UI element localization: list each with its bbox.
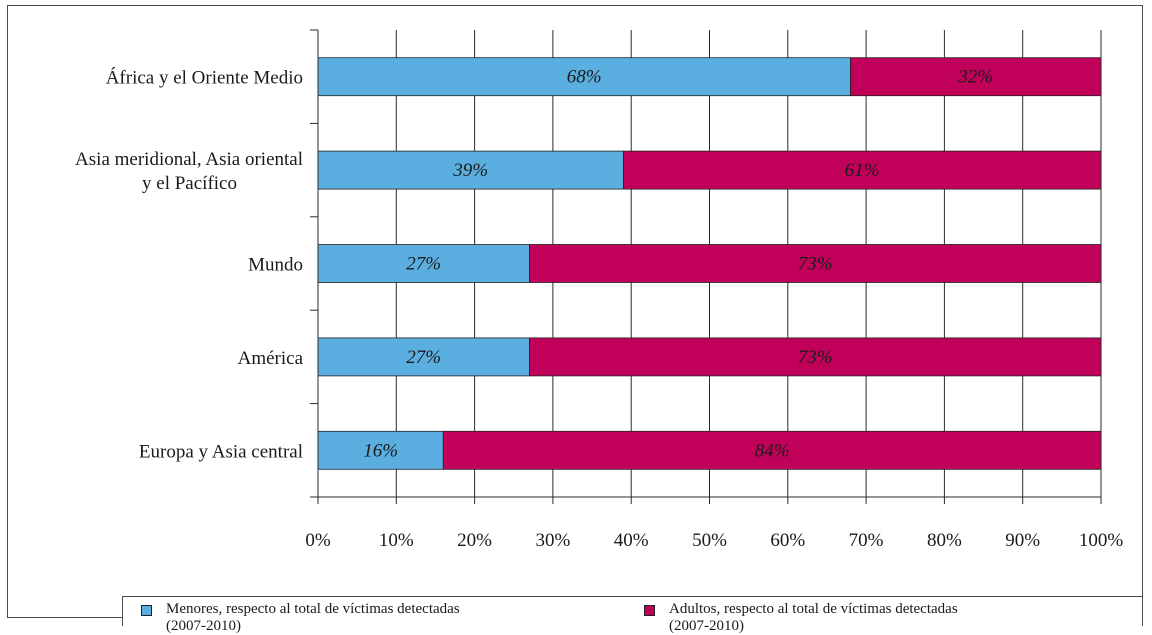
legend-item-adultos: Adultos, respecto al total de víctimas d… <box>644 601 958 635</box>
bar-menores <box>317 57 851 97</box>
data-label: 73% <box>798 347 833 368</box>
data-label: 61% <box>845 160 880 181</box>
category-label: África y el Oriente Medio <box>106 67 303 89</box>
category-label: Mundo <box>248 255 303 276</box>
x-tick-label: 10% <box>379 530 414 551</box>
x-tick-label: 80% <box>927 530 962 551</box>
legend-swatch-adultos <box>644 605 655 616</box>
x-tick-label: 90% <box>1005 530 1040 551</box>
data-label: 39% <box>452 160 488 181</box>
bar-menores <box>317 244 530 283</box>
bar-adultos <box>529 244 1102 283</box>
legend-label-menores: Menores, respecto al total de víctimas d… <box>166 601 460 617</box>
x-tick-label: 20% <box>457 530 492 551</box>
x-tick-label: 70% <box>849 530 884 551</box>
legend-label-adultos: Adultos, respecto al total de víctimas d… <box>669 601 958 617</box>
data-label: 27% <box>406 254 441 275</box>
category-label: Asia meridional, Asia oriental y el Pacíf… <box>75 149 303 194</box>
x-tick-label: 50% <box>692 530 727 551</box>
bar-menores <box>317 337 530 377</box>
data-label: 73% <box>798 254 833 275</box>
category-label: América <box>238 348 304 369</box>
bar-adultos <box>529 337 1102 377</box>
x-tick-label: 0% <box>305 530 331 551</box>
data-label: 16% <box>363 440 398 461</box>
category-label: Europa y Asia central <box>139 441 303 462</box>
data-label: 27% <box>406 347 441 368</box>
data-label: 68% <box>567 67 602 88</box>
bar-adultos <box>850 57 1102 97</box>
bar-adultos <box>622 150 1102 190</box>
legend: Menores, respecto al total de víctimas d… <box>122 596 1143 634</box>
data-label: 84% <box>755 440 790 461</box>
x-tick-label: 100% <box>1079 530 1124 551</box>
legend-period-menores: (2007-2010) <box>166 618 241 634</box>
legend-period-adultos: (2007-2010) <box>669 618 744 634</box>
x-tick-label: 60% <box>770 530 805 551</box>
x-tick-label: 30% <box>535 530 570 551</box>
legend-item-menores: Menores, respecto al total de víctimas d… <box>141 601 460 635</box>
data-label: 32% <box>957 67 993 88</box>
bar-adultos <box>442 430 1102 470</box>
legend-swatch-menores <box>141 605 152 616</box>
x-tick-label: 40% <box>614 530 649 551</box>
